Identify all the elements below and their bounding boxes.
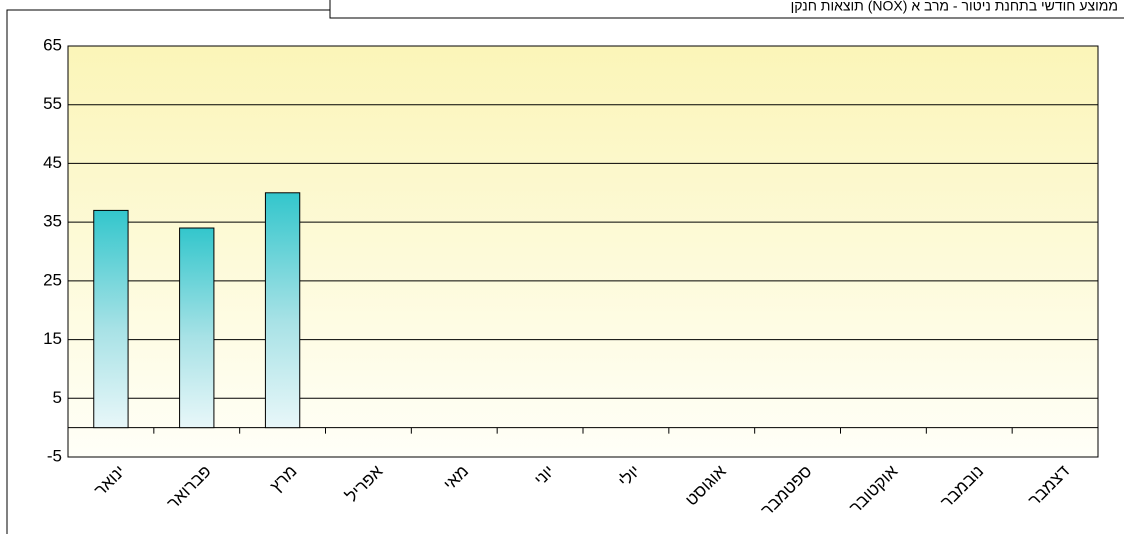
bar <box>264 192 301 429</box>
chart-border <box>6 9 330 534</box>
x-tick-label: ינואר <box>91 462 129 500</box>
x-tick-label: אוקטובר <box>846 461 902 517</box>
x-tick-label: דצמבר <box>1025 462 1074 511</box>
y-tick-label: -5 <box>47 446 62 465</box>
x-tick-label: יולי <box>615 462 644 491</box>
bar <box>93 209 129 429</box>
x-tick-label: אוגוסט <box>682 461 730 509</box>
x-tick-label: מאי <box>440 462 472 494</box>
y-tick-label: 45 <box>43 153 62 172</box>
x-tick-label: אפריל <box>342 461 386 505</box>
x-tick-label: פברואר <box>163 462 214 513</box>
x-tick-label: יוני <box>531 462 558 489</box>
chart-title: תוצאות חנקן (NOX) ממוצע חודשי בתחנת ניטו… <box>791 0 1118 14</box>
x-tick-label: מרץ <box>266 462 300 496</box>
y-tick-label: 55 <box>43 94 62 113</box>
x-tick-label: ספטמבר <box>757 462 815 520</box>
x-tick-label: נובמבר <box>937 462 987 512</box>
y-tick-label: 5 <box>53 388 62 407</box>
y-tick-label: 25 <box>43 270 62 289</box>
plot-area <box>67 45 1099 458</box>
y-tick-label: 65 <box>43 35 62 54</box>
bar <box>179 227 215 429</box>
y-tick-label: 35 <box>43 212 62 231</box>
y-tick-label: 15 <box>43 329 62 348</box>
title-box <box>329 0 1124 19</box>
